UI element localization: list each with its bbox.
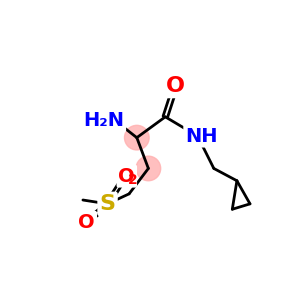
Circle shape: [124, 125, 149, 150]
Text: O: O: [118, 167, 135, 186]
Text: 2: 2: [128, 173, 138, 187]
Text: H₂N: H₂N: [83, 111, 124, 130]
Text: O: O: [78, 213, 95, 232]
Text: O: O: [166, 76, 185, 96]
Text: NH: NH: [185, 127, 218, 146]
Text: S: S: [100, 194, 116, 214]
Circle shape: [136, 156, 161, 181]
